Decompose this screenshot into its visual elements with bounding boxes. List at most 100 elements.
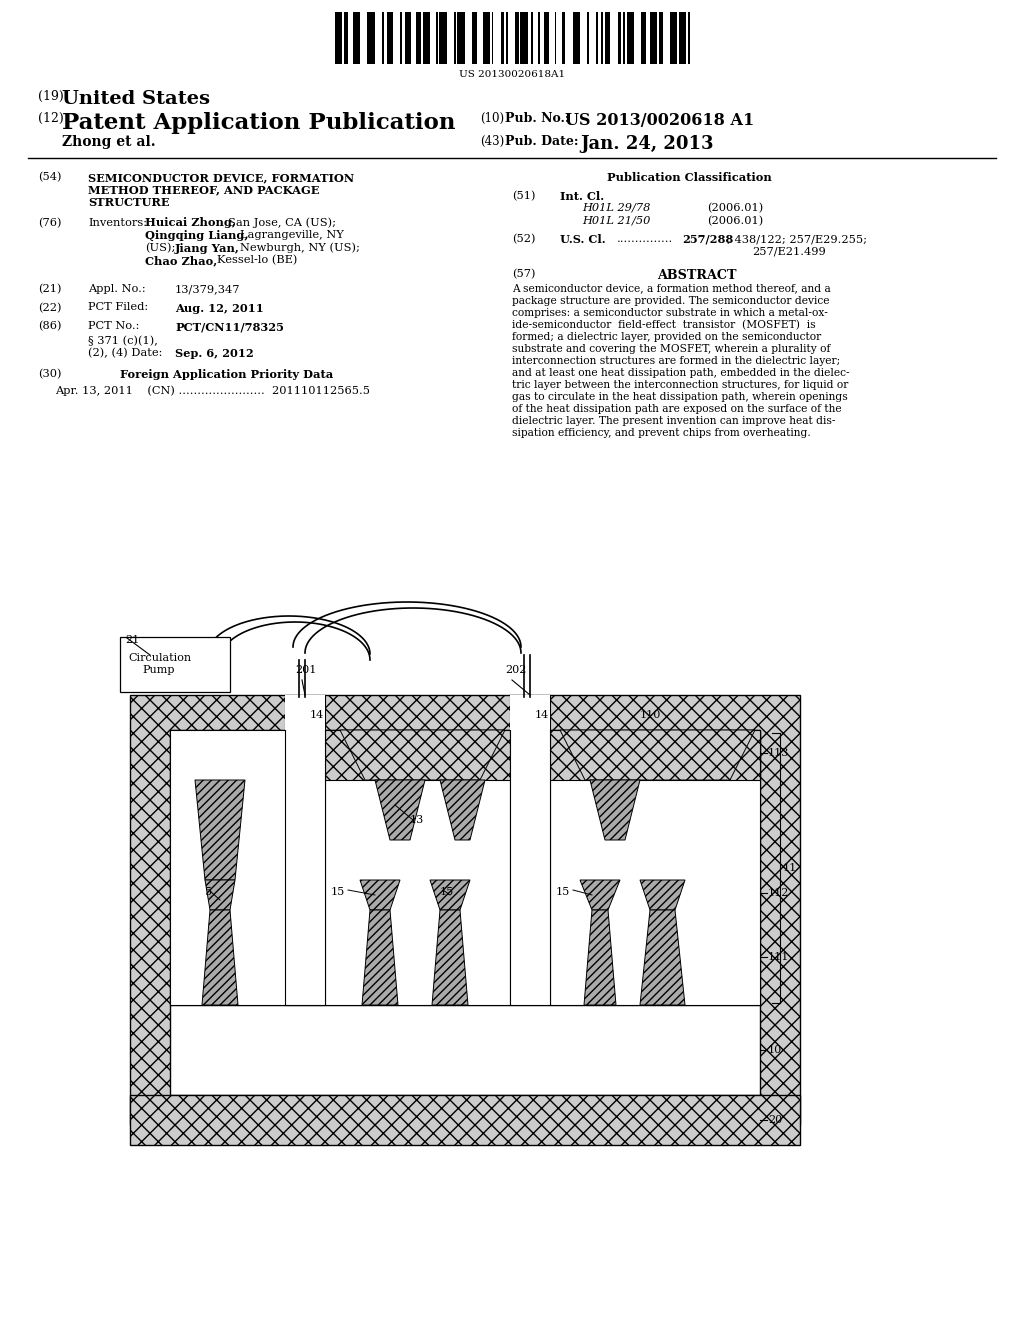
Text: Apr. 13, 2011    (CN) .......................  201110112565.5: Apr. 13, 2011 (CN) .....................… [55, 385, 370, 396]
Bar [368, 12, 375, 63]
Bar [399, 12, 401, 63]
Text: Circulation: Circulation [128, 653, 191, 663]
Polygon shape [560, 730, 755, 780]
Text: US 20130020618A1: US 20130020618A1 [459, 70, 565, 79]
Text: United States: United States [62, 90, 210, 108]
Text: 111: 111 [768, 952, 790, 962]
Text: 112: 112 [768, 888, 790, 898]
Text: 15: 15 [440, 887, 455, 898]
Bar [387, 12, 392, 63]
Text: (2006.01): (2006.01) [707, 203, 763, 214]
Text: of the heat dissipation path are exposed on the surface of the: of the heat dissipation path are exposed… [512, 404, 842, 413]
Text: (21): (21) [38, 284, 61, 294]
Bar [555, 12, 556, 63]
Text: Pub. No.:: Pub. No.: [505, 112, 569, 125]
Bar [120, 638, 230, 692]
Text: (54): (54) [38, 172, 61, 182]
Text: ABSTRACT: ABSTRACT [657, 269, 736, 282]
Bar [170, 730, 760, 780]
Polygon shape [195, 780, 245, 880]
Text: 5: 5 [205, 887, 212, 898]
Text: 201: 201 [295, 665, 316, 675]
Text: 202: 202 [505, 665, 526, 675]
Text: Foreign Application Priority Data: Foreign Application Priority Data [120, 368, 333, 380]
Text: Jan. 24, 2013: Jan. 24, 2013 [580, 135, 714, 153]
Text: (51): (51) [512, 190, 536, 201]
Text: US 2013/0020618 A1: US 2013/0020618 A1 [565, 112, 755, 129]
Bar [679, 12, 686, 63]
Text: A semiconductor device, a formation method thereof, and a: A semiconductor device, a formation meth… [512, 284, 830, 293]
Text: (43): (43) [480, 135, 504, 148]
Bar [170, 1005, 760, 1096]
Text: U.S. Cl.: U.S. Cl. [560, 234, 605, 246]
Bar [510, 696, 550, 1005]
Polygon shape [640, 880, 685, 909]
Bar [472, 12, 477, 63]
Text: Huicai Zhong,: Huicai Zhong, [145, 218, 236, 228]
Polygon shape [584, 909, 616, 1005]
Text: 20: 20 [768, 1115, 782, 1125]
Bar [510, 696, 550, 730]
Text: 10: 10 [768, 1045, 782, 1055]
Text: comprises: a semiconductor substrate in which a metal-ox-: comprises: a semiconductor substrate in … [512, 308, 827, 318]
Text: ; 438/122; 257/E29.255;: ; 438/122; 257/E29.255; [727, 234, 867, 244]
Bar [170, 730, 760, 1005]
Bar [130, 1096, 800, 1144]
Text: Aug. 12, 2011: Aug. 12, 2011 [175, 302, 264, 314]
Text: Kessel-lo (BE): Kessel-lo (BE) [217, 255, 297, 265]
Bar [623, 12, 625, 63]
Bar [550, 730, 760, 1005]
Text: STRUCTURE: STRUCTURE [88, 197, 170, 209]
Text: Lagrangeville, NY: Lagrangeville, NY [240, 230, 344, 240]
Bar [531, 12, 534, 63]
Text: PCT No.:: PCT No.: [88, 321, 139, 331]
Text: 13/379,347: 13/379,347 [175, 284, 241, 294]
Bar [506, 12, 508, 63]
Bar [641, 12, 646, 63]
Bar [382, 12, 384, 63]
Text: PCT/CN11/78325: PCT/CN11/78325 [175, 321, 284, 333]
Text: dielectric layer. The present invention can improve heat dis-: dielectric layer. The present invention … [512, 416, 836, 425]
Text: § 371 (c)(1),: § 371 (c)(1), [88, 335, 158, 346]
Bar [285, 696, 325, 730]
Text: gas to circulate in the heat dissipation path, wherein openings: gas to circulate in the heat dissipation… [512, 392, 848, 401]
Bar [670, 12, 677, 63]
Bar [285, 696, 325, 1005]
Text: Appl. No.:: Appl. No.: [88, 284, 145, 294]
Text: 14: 14 [535, 710, 549, 719]
Text: SEMICONDUCTOR DEVICE, FORMATION: SEMICONDUCTOR DEVICE, FORMATION [88, 172, 354, 183]
Bar [325, 730, 510, 1005]
Bar [650, 12, 657, 63]
Text: sipation efficiency, and prevent chips from overheating.: sipation efficiency, and prevent chips f… [512, 428, 811, 437]
Bar [520, 12, 527, 63]
Bar [492, 12, 494, 63]
Polygon shape [360, 880, 400, 909]
Bar [439, 12, 446, 63]
Bar [617, 12, 622, 63]
Text: ...............: ............... [617, 234, 673, 244]
Text: 257/288: 257/288 [682, 234, 733, 246]
Text: tric layer between the interconnection structures, for liquid or: tric layer between the interconnection s… [512, 380, 848, 389]
Polygon shape [362, 909, 398, 1005]
Text: Pump: Pump [142, 665, 174, 675]
Bar [406, 12, 411, 63]
Text: 113: 113 [768, 748, 790, 758]
Bar [325, 730, 510, 780]
Text: (76): (76) [38, 218, 61, 228]
Bar [572, 12, 580, 63]
Text: Pub. Date:: Pub. Date: [505, 135, 579, 148]
Text: H01L 21/50: H01L 21/50 [582, 215, 650, 226]
Text: interconnection structures are formed in the dielectric layer;: interconnection structures are formed in… [512, 355, 841, 366]
Text: Inventors:: Inventors: [88, 218, 147, 227]
Polygon shape [432, 909, 468, 1005]
Text: (US);: (US); [145, 243, 175, 253]
Polygon shape [205, 880, 234, 909]
Polygon shape [340, 730, 505, 780]
Bar [688, 12, 690, 63]
Bar [353, 12, 360, 63]
Bar [344, 12, 347, 63]
Bar [515, 12, 518, 63]
Text: Sep. 6, 2012: Sep. 6, 2012 [175, 348, 254, 359]
Bar [454, 12, 456, 63]
Text: PCT Filed:: PCT Filed: [88, 302, 148, 313]
